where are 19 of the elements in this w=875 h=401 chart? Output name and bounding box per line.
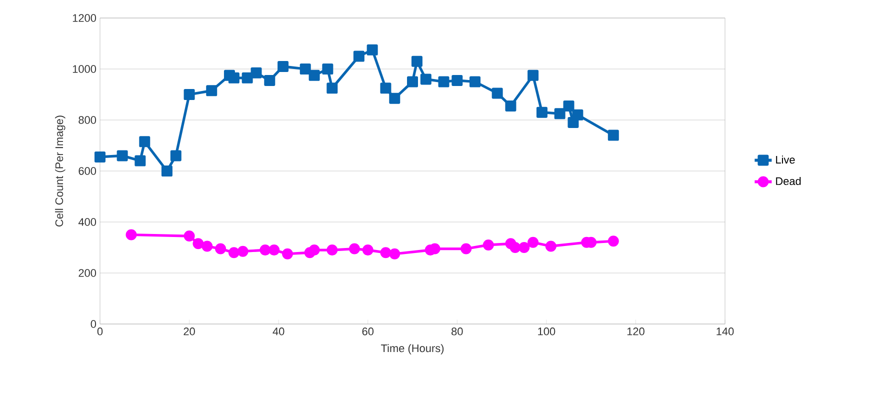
- y-tick-label: 600: [78, 167, 96, 175]
- y-tick-label: 1200: [72, 14, 96, 22]
- x-tick-label: 0: [97, 328, 103, 336]
- legend-label: Dead: [776, 176, 801, 186]
- y-tick-label: 200: [78, 269, 96, 277]
- legend-label: Live: [776, 156, 795, 164]
- y-tick-label: 400: [78, 218, 96, 226]
- y-tick-label: 0: [90, 320, 96, 328]
- y-tick-label: 800: [78, 116, 96, 124]
- x-tick-label: 140: [716, 328, 734, 336]
- x-tick-label: 20: [184, 328, 195, 336]
- y-tick-label: 1000: [72, 65, 96, 73]
- y-axis-title: Cell Count (Per Image): [55, 116, 66, 226]
- x-tick-label: 100: [538, 328, 556, 336]
- x-tick-label: 40: [272, 328, 284, 336]
- x-tick-label: 80: [452, 328, 463, 336]
- x-axis-title: Time (Hours): [380, 344, 444, 354]
- x-tick-label: 60: [362, 328, 374, 336]
- x-tick-label: 120: [627, 328, 644, 336]
